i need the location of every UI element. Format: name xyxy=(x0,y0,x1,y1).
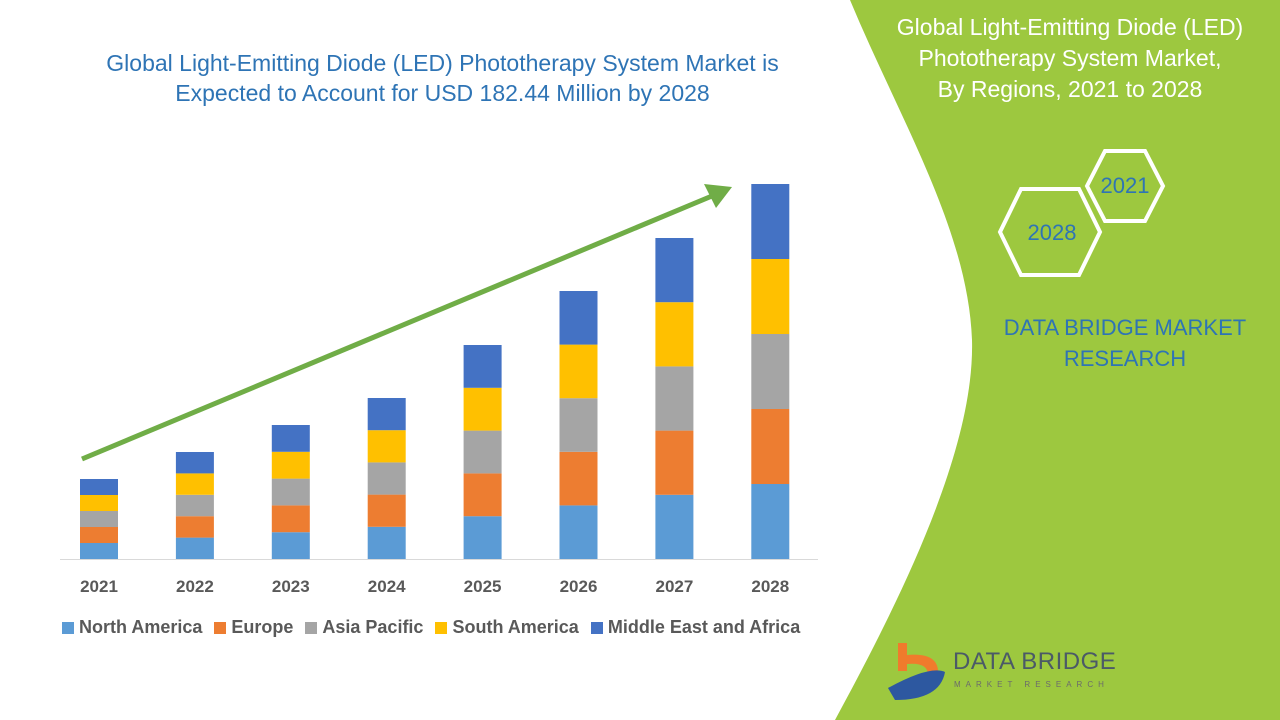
side-title-line-2: Phototherapy System Market, xyxy=(918,45,1222,71)
green-side-panel xyxy=(835,0,1280,720)
x-tick-label: 2022 xyxy=(176,577,214,596)
bar-segment-2021-europe xyxy=(80,527,118,543)
logo-icon xyxy=(888,643,945,700)
bar-segment-2025-middle-east-and-africa xyxy=(463,345,502,388)
bar-segment-2025-south-america xyxy=(463,387,502,431)
bar-segment-2021-middle-east-and-africa xyxy=(80,479,118,495)
bar-segment-2027-europe xyxy=(655,430,694,495)
brand-text: DATA BRIDGE MARKET RESEARCH xyxy=(990,312,1260,374)
bar-segment-2023-south-america xyxy=(271,451,310,479)
trend-arrow-line xyxy=(81,193,713,462)
bar-segment-2022-asia-pacific xyxy=(175,494,214,517)
x-tick-label: 2021 xyxy=(80,577,118,596)
bar-segment-2026-asia-pacific xyxy=(559,398,598,452)
bar-segment-2028-europe xyxy=(751,409,790,484)
bar-segment-2024-north-america xyxy=(367,526,406,559)
bar-segment-2024-middle-east-and-africa xyxy=(367,398,406,431)
x-tick-label: 2023 xyxy=(272,577,310,596)
bar-segment-2028-south-america xyxy=(751,259,790,334)
bar-segment-2028-north-america xyxy=(751,484,790,559)
legend-item: Asia Pacific xyxy=(305,617,423,638)
bar-segment-2021-south-america xyxy=(80,495,118,511)
bar-segment-2024-south-america xyxy=(367,430,406,463)
legend-label: Europe xyxy=(231,617,294,637)
bar-segment-2022-europe xyxy=(175,516,214,538)
bar-segment-2022-south-america xyxy=(175,473,214,495)
bar-segment-2028-asia-pacific xyxy=(751,334,790,409)
chart-title: Global Light-Emitting Diode (LED) Photot… xyxy=(60,48,825,108)
bar-segment-2025-asia-pacific xyxy=(463,430,502,474)
x-tick-label: 2025 xyxy=(464,577,502,596)
brand-line-1: DATA BRIDGE MARKET xyxy=(1003,315,1247,340)
hexagon-2028-icon xyxy=(997,187,1103,277)
bar-segment-2025-europe xyxy=(463,473,502,517)
legend-label: Middle East and Africa xyxy=(607,617,801,637)
legend-label: South America xyxy=(452,617,579,637)
legend-item: North America xyxy=(62,617,202,638)
side-title-line-1: Global Light-Emitting Diode (LED) xyxy=(896,14,1244,40)
bar-segment-2026-south-america xyxy=(559,344,598,399)
title-line-1: Global Light-Emitting Diode (LED) Photot… xyxy=(106,50,779,76)
legend-label: Asia Pacific xyxy=(322,617,424,637)
bar-segment-2026-north-america xyxy=(559,505,598,559)
legend-swatch xyxy=(62,621,74,634)
x-tick-label: 2026 xyxy=(560,577,598,596)
hex-label-2028: 2028 xyxy=(1027,220,1077,245)
side-panel-title: Global Light-Emitting Diode (LED) Photot… xyxy=(880,12,1260,105)
bar-segment-2028-middle-east-and-africa xyxy=(751,184,790,259)
x-tick-label: 2028 xyxy=(751,577,789,596)
bar-segment-2023-north-america xyxy=(271,532,310,559)
bar-segment-2021-north-america xyxy=(80,543,118,559)
legend-swatch xyxy=(590,621,603,634)
logo-subtext: MARKET RESEARCH xyxy=(954,680,1109,689)
bar-segment-2022-middle-east-and-africa xyxy=(175,452,214,474)
bar-segment-2027-middle-east-and-africa xyxy=(655,238,694,303)
bar-segment-2023-asia-pacific xyxy=(271,478,310,506)
legend-item: Middle East and Africa xyxy=(590,617,801,638)
legend-swatch xyxy=(435,621,448,634)
side-title-line-3: By Regions, 2021 to 2028 xyxy=(937,76,1203,102)
bar-segment-2024-asia-pacific xyxy=(367,462,406,495)
bar-segment-2024-europe xyxy=(367,494,406,527)
hexagon-2021-icon xyxy=(1084,149,1166,223)
x-tick-label: 2027 xyxy=(655,577,693,596)
legend-swatch xyxy=(305,621,318,634)
bar-segment-2027-north-america xyxy=(655,494,694,559)
bar-segment-2023-europe xyxy=(271,505,310,533)
bar-segment-2025-north-america xyxy=(463,516,502,559)
legend: North America Europe Asia Pacific South Ame… xyxy=(62,617,800,638)
bar-segment-2027-asia-pacific xyxy=(655,366,694,431)
bar-segment-2026-middle-east-and-africa xyxy=(559,291,598,345)
hex-label-2021: 2021 xyxy=(1100,173,1150,198)
bar-segment-2027-south-america xyxy=(655,302,694,367)
legend-item: South America xyxy=(435,617,579,638)
title-line-2: Expected to Account for USD 182.44 Milli… xyxy=(175,80,710,106)
bar-segment-2021-asia-pacific xyxy=(80,511,118,527)
trend-arrow-head-icon xyxy=(704,184,732,208)
legend-label: North America xyxy=(79,617,203,637)
brand-line-2: RESEARCH xyxy=(1063,346,1187,371)
legend-swatch xyxy=(214,621,227,634)
x-tick-label: 2024 xyxy=(368,577,406,596)
logo-text: DATA BRIDGE xyxy=(953,648,1117,675)
bar-segment-2022-north-america xyxy=(175,537,214,559)
legend-item: Europe xyxy=(214,617,293,638)
bar-segment-2026-europe xyxy=(559,451,598,506)
bar-segment-2023-middle-east-and-africa xyxy=(271,425,310,452)
